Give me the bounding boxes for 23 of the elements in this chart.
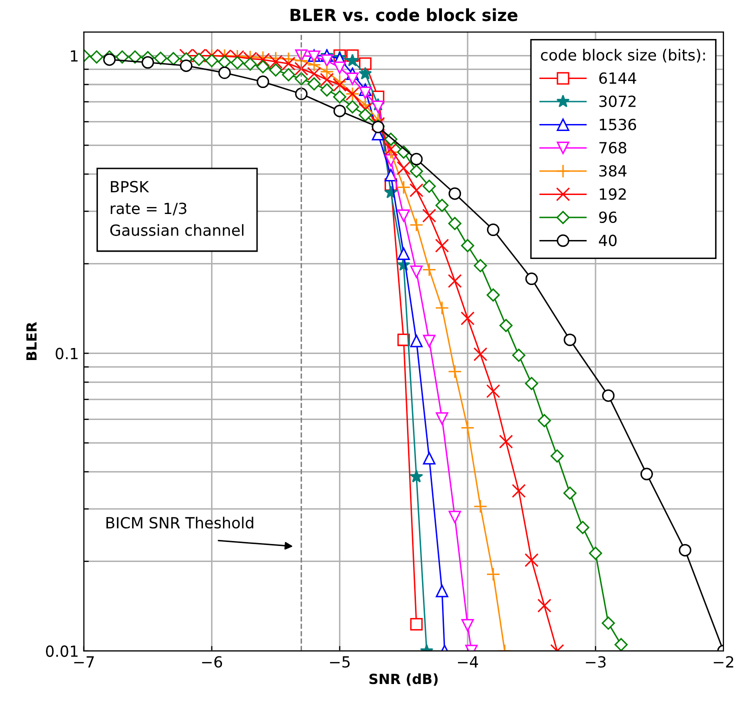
x-tick-label: −7 bbox=[74, 656, 94, 668]
legend-label: 384 bbox=[599, 165, 626, 177]
x-tick-label: −3 bbox=[586, 656, 606, 668]
legend-label: 40 bbox=[598, 234, 617, 246]
x-tick-label: −2 bbox=[714, 656, 734, 668]
y-tick-label: 1 bbox=[70, 50, 78, 62]
legend-label: 3072 bbox=[599, 96, 636, 108]
y-tick-label: 0.01 bbox=[46, 645, 78, 657]
annotation: BICM SNR Theshold bbox=[106, 516, 254, 529]
legend-label: 96 bbox=[599, 211, 617, 224]
annotation: BPSK rate = 1/3 Gaussian channel bbox=[110, 180, 244, 236]
y-tick-label: 0.1 bbox=[56, 348, 78, 360]
x-axis-title: SNR (dB) bbox=[369, 673, 438, 686]
x-tick-label: −6 bbox=[202, 656, 222, 668]
y-axis-title: BLER bbox=[26, 322, 37, 360]
legend-label: 192 bbox=[600, 188, 626, 200]
legend-label: 6144 bbox=[599, 72, 636, 84]
x-tick-label: −4 bbox=[458, 656, 478, 668]
legend-label: 768 bbox=[599, 142, 626, 154]
x-tick-label: −5 bbox=[330, 656, 350, 668]
legend-label: 1536 bbox=[600, 118, 636, 130]
legend-title: code block size (bits): bbox=[540, 48, 705, 63]
chart-title: BLER vs. code block size bbox=[290, 8, 518, 22]
